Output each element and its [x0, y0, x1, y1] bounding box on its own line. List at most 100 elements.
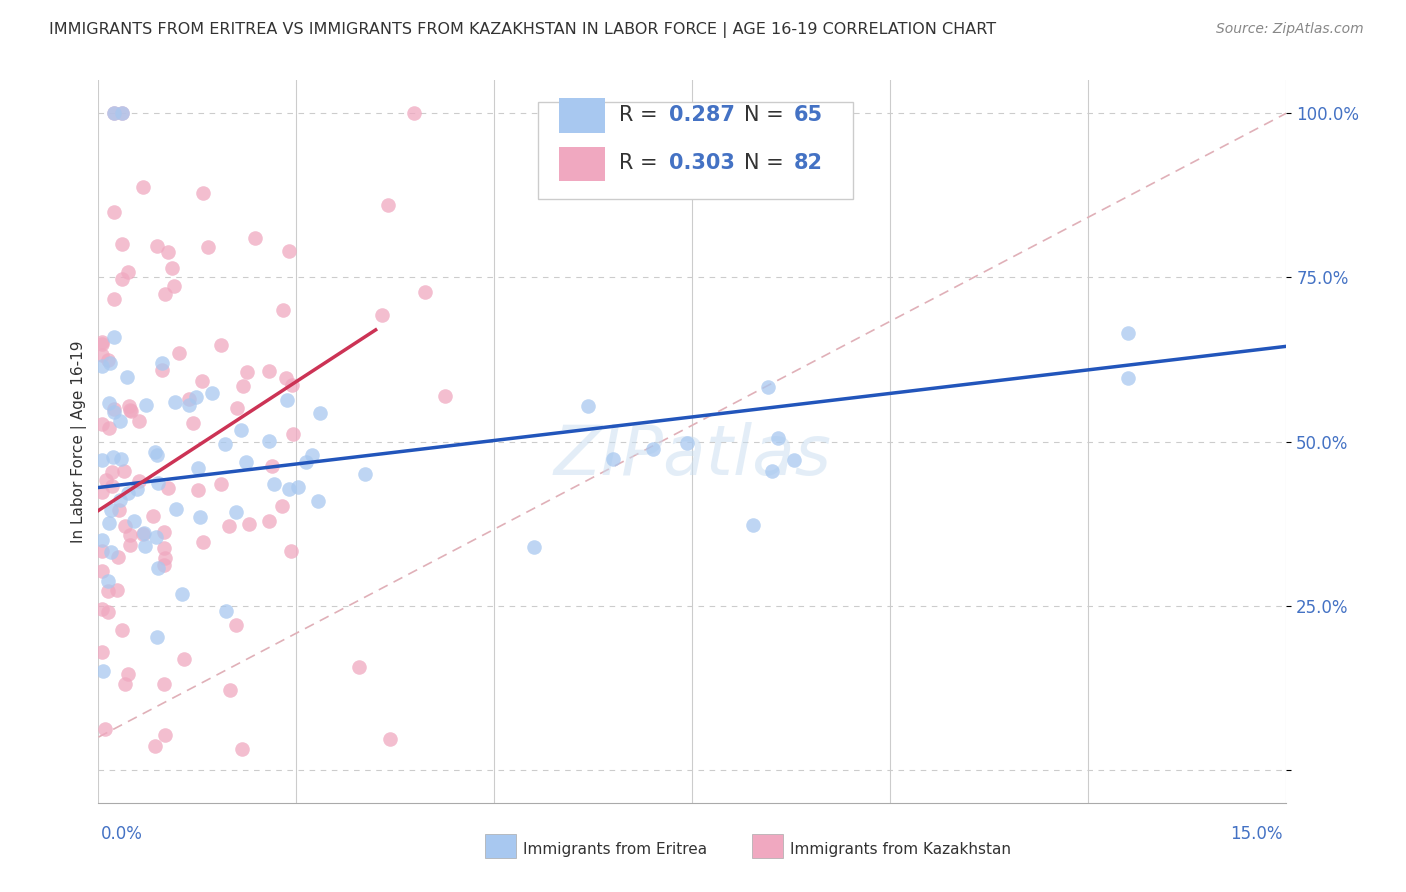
Point: [187, 461, 209, 475]
Point: [783, 453, 806, 467]
Point: [146, 630, 169, 644]
Point: [142, 508, 165, 523]
Point: [103, 401, 125, 416]
Point: [114, 677, 136, 691]
Point: [413, 285, 436, 299]
Point: [91, 335, 114, 350]
Point: [93, 722, 115, 736]
Point: [307, 494, 329, 508]
Point: [122, 514, 145, 528]
Text: 0.303: 0.303: [669, 153, 734, 173]
Point: [271, 499, 294, 513]
Point: [128, 474, 150, 488]
Point: [276, 371, 298, 385]
Text: N =: N =: [744, 105, 790, 125]
Point: [117, 265, 139, 279]
Point: [761, 464, 783, 478]
Point: [295, 455, 318, 469]
Point: [280, 544, 302, 558]
Point: [377, 197, 399, 211]
Point: [163, 395, 186, 409]
Point: [179, 398, 201, 412]
Point: [111, 237, 134, 252]
Point: [118, 399, 141, 413]
Point: [100, 545, 122, 559]
Point: [97, 353, 120, 368]
Point: [281, 426, 304, 441]
Point: [91, 348, 114, 362]
Point: [91, 533, 114, 548]
Point: [273, 302, 295, 317]
Point: [184, 390, 207, 404]
Point: [135, 398, 157, 412]
Point: [380, 731, 402, 746]
Point: [101, 450, 124, 465]
Point: [236, 365, 259, 379]
Point: [157, 481, 180, 495]
Point: [145, 448, 167, 462]
Point: [111, 272, 134, 286]
Text: R =: R =: [619, 105, 664, 125]
Point: [91, 359, 114, 373]
Point: [91, 564, 114, 578]
Point: [111, 106, 134, 120]
Point: [371, 308, 394, 322]
Point: [100, 503, 122, 517]
Point: [260, 458, 283, 473]
Point: [120, 404, 142, 418]
Point: [91, 417, 114, 432]
Point: [120, 538, 142, 552]
Point: [103, 405, 125, 419]
Point: [103, 106, 125, 120]
Point: [91, 544, 114, 558]
Point: [160, 260, 183, 275]
Point: [91, 665, 114, 679]
Point: [98, 516, 121, 530]
Point: [132, 527, 155, 541]
Point: [91, 453, 114, 467]
Point: [197, 240, 219, 254]
Text: 0.0%: 0.0%: [101, 825, 143, 843]
Point: [188, 510, 211, 524]
Point: [150, 363, 173, 377]
Text: IMMIGRANTS FROM ERITREA VS IMMIGRANTS FROM KAZAKHSTAN IN LABOR FORCE | AGE 16-19: IMMIGRANTS FROM ERITREA VS IMMIGRANTS FR…: [49, 22, 997, 38]
Point: [238, 516, 260, 531]
Text: 0.287: 0.287: [669, 105, 734, 125]
Point: [257, 434, 280, 449]
Point: [146, 476, 169, 491]
Text: ZIPatlas: ZIPatlas: [554, 423, 831, 490]
Point: [187, 483, 209, 497]
Point: [263, 477, 285, 491]
Point: [191, 535, 214, 549]
Y-axis label: In Labor Force | Age 16-19: In Labor Force | Age 16-19: [72, 340, 87, 543]
Point: [97, 574, 120, 588]
Point: [120, 527, 142, 541]
Point: [641, 442, 664, 456]
Point: [101, 465, 124, 479]
Point: [402, 106, 425, 120]
Point: [98, 396, 121, 410]
Point: [98, 356, 121, 370]
Point: [235, 455, 257, 469]
Point: [211, 477, 233, 491]
Point: [259, 364, 281, 378]
Point: [112, 464, 135, 478]
Text: Immigrants from Eritrea: Immigrants from Eritrea: [523, 842, 707, 856]
Point: [114, 519, 136, 533]
Point: [97, 584, 120, 599]
Point: [153, 558, 176, 572]
Point: [91, 645, 114, 659]
Point: [110, 492, 132, 507]
Point: [301, 448, 323, 462]
Point: [280, 377, 302, 392]
Point: [602, 452, 624, 467]
Point: [153, 677, 176, 691]
Text: 65: 65: [793, 105, 823, 125]
Point: [98, 421, 121, 435]
Text: 15.0%: 15.0%: [1230, 825, 1282, 843]
Point: [756, 380, 779, 394]
Point: [225, 505, 247, 519]
Point: [103, 330, 125, 344]
Point: [232, 379, 254, 393]
Point: [153, 541, 176, 556]
